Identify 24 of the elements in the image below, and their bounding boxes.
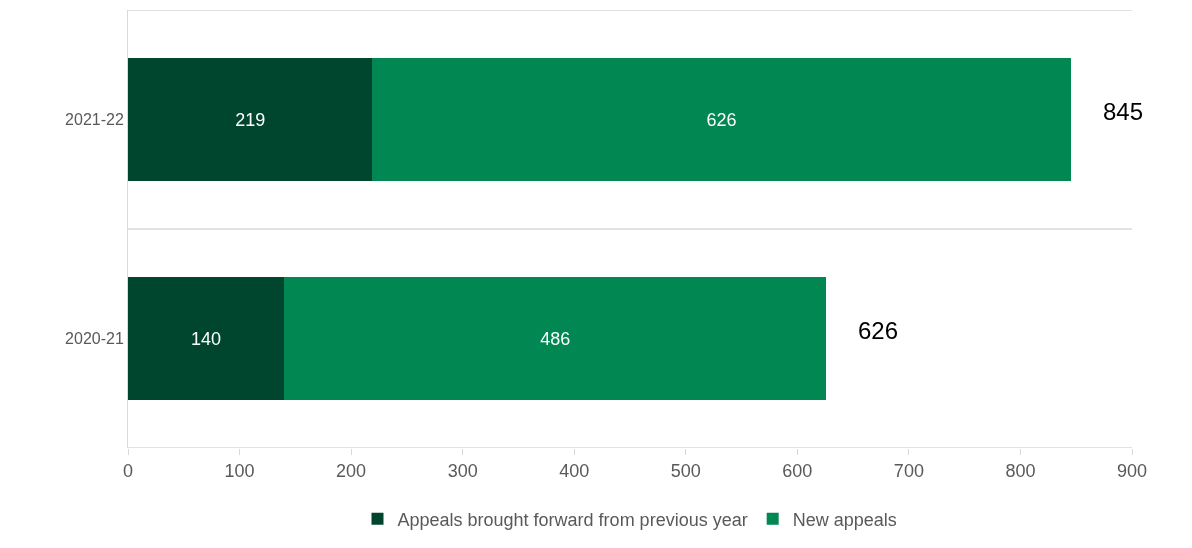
bar	[372, 58, 1071, 181]
bar	[284, 277, 827, 400]
y-tick-label: 2020-21	[65, 330, 124, 348]
x-tick-label: 100	[224, 460, 255, 481]
legend-label: Appeals brought forward from previous year	[397, 509, 748, 530]
bar	[128, 58, 373, 181]
x-tick-label: 700	[893, 460, 924, 481]
x-tick-label: 600	[782, 460, 813, 481]
legend-label: New appeals	[792, 509, 897, 530]
x-tick-label: 500	[670, 460, 701, 481]
total-label: 845	[1103, 98, 1144, 125]
data-label: 140	[191, 328, 222, 349]
data-label: 486	[540, 328, 571, 349]
x-tick-label: 200	[336, 460, 367, 481]
data-label: 219	[235, 109, 266, 130]
x-tick-label: 900	[1116, 460, 1148, 481]
total-label: 626	[858, 317, 899, 344]
x-tick-label: 800	[1005, 460, 1036, 481]
bar	[128, 277, 285, 400]
x-tick-label: 400	[559, 460, 590, 481]
x-tick-label: 0	[122, 460, 134, 481]
x-tick-label: 300	[447, 460, 478, 481]
data-label: 626	[706, 109, 737, 130]
y-tick-label: 2021-22	[65, 111, 124, 129]
